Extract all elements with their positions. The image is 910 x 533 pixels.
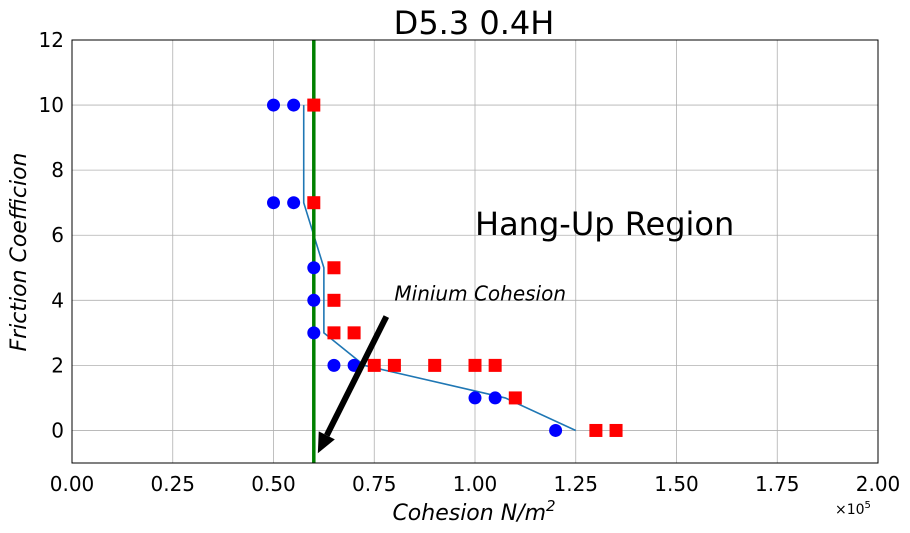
blue-circle-point <box>307 293 321 307</box>
y-axis-label: Friction Coefficion <box>7 153 32 352</box>
red-square-point <box>508 391 522 405</box>
x-tick-label: 1.75 <box>755 472 800 496</box>
red-square-point <box>327 293 341 307</box>
x-tick-label: 0.25 <box>150 472 195 496</box>
markers-layer <box>267 98 623 437</box>
x-tick-label: 2.00 <box>856 472 901 496</box>
hang-up-region-annotation: Hang-Up Region <box>475 205 734 243</box>
axes-frame <box>71 39 879 464</box>
x-offset-exponent: 5 <box>865 500 871 511</box>
x-tick-label: 0.75 <box>352 472 397 496</box>
red-square-point <box>307 98 321 112</box>
blue-circle-point <box>267 196 280 210</box>
y-tick-label: 8 <box>51 158 64 182</box>
arrow-head <box>317 431 335 454</box>
annotation-arrow <box>317 315 390 454</box>
x-axis-label-exponent: 2 <box>546 497 556 515</box>
y-tick-label: 12 <box>39 28 64 52</box>
red-square-point <box>488 358 502 372</box>
minimum-cohesion-annotation: Minium Cohesion <box>394 281 566 305</box>
fit-line <box>302 105 577 432</box>
red-square-point <box>468 358 482 372</box>
y-tick-labels: 0 2 4 6 8 10 12 <box>39 28 64 442</box>
x-tick-labels: 0.00 0.25 0.50 0.75 1.00 1.25 1.50 1.75 2.00 <box>50 472 901 496</box>
red-square-point <box>589 423 603 437</box>
red-square-point <box>347 326 361 340</box>
grid <box>71 39 879 463</box>
blue-circle-point <box>307 261 321 275</box>
red-square-point <box>327 261 341 275</box>
x-tick-label: 0.50 <box>251 472 296 496</box>
red-square-point <box>307 196 321 210</box>
x-tick-label: 0.00 <box>50 472 95 496</box>
blue-circle-point <box>287 98 301 112</box>
red-square-point <box>428 358 442 372</box>
red-square-point <box>387 358 401 372</box>
x-offset-label: ×105 <box>835 500 871 518</box>
blue-circle-point <box>327 358 341 372</box>
series-line-layer <box>302 105 577 432</box>
x-tick-label: 1.00 <box>453 472 498 496</box>
arrow-shaft <box>324 315 390 437</box>
y-tick-label: 4 <box>51 288 64 312</box>
y-tick-label: 6 <box>51 223 64 247</box>
red-square-point <box>609 423 623 437</box>
y-tick-label: 10 <box>39 93 64 117</box>
blue-circle-point <box>287 196 301 210</box>
x-tick-label: 1.25 <box>553 472 598 496</box>
red-square-point <box>367 358 381 372</box>
blue-circle-point <box>307 326 321 340</box>
blue-circle-point <box>267 98 280 112</box>
red-square-point <box>327 326 341 340</box>
y-tick-label: 0 <box>51 418 64 442</box>
blue-circle-point <box>468 391 482 405</box>
blue-circle-point <box>549 423 563 437</box>
chart-title: D5.3 0.4H <box>394 4 555 42</box>
x-tick-label: 1.50 <box>654 472 699 496</box>
y-tick-label: 2 <box>51 353 64 377</box>
x-axis-label: Cohesion N/m2 <box>392 497 555 526</box>
blue-circle-point <box>488 391 502 405</box>
